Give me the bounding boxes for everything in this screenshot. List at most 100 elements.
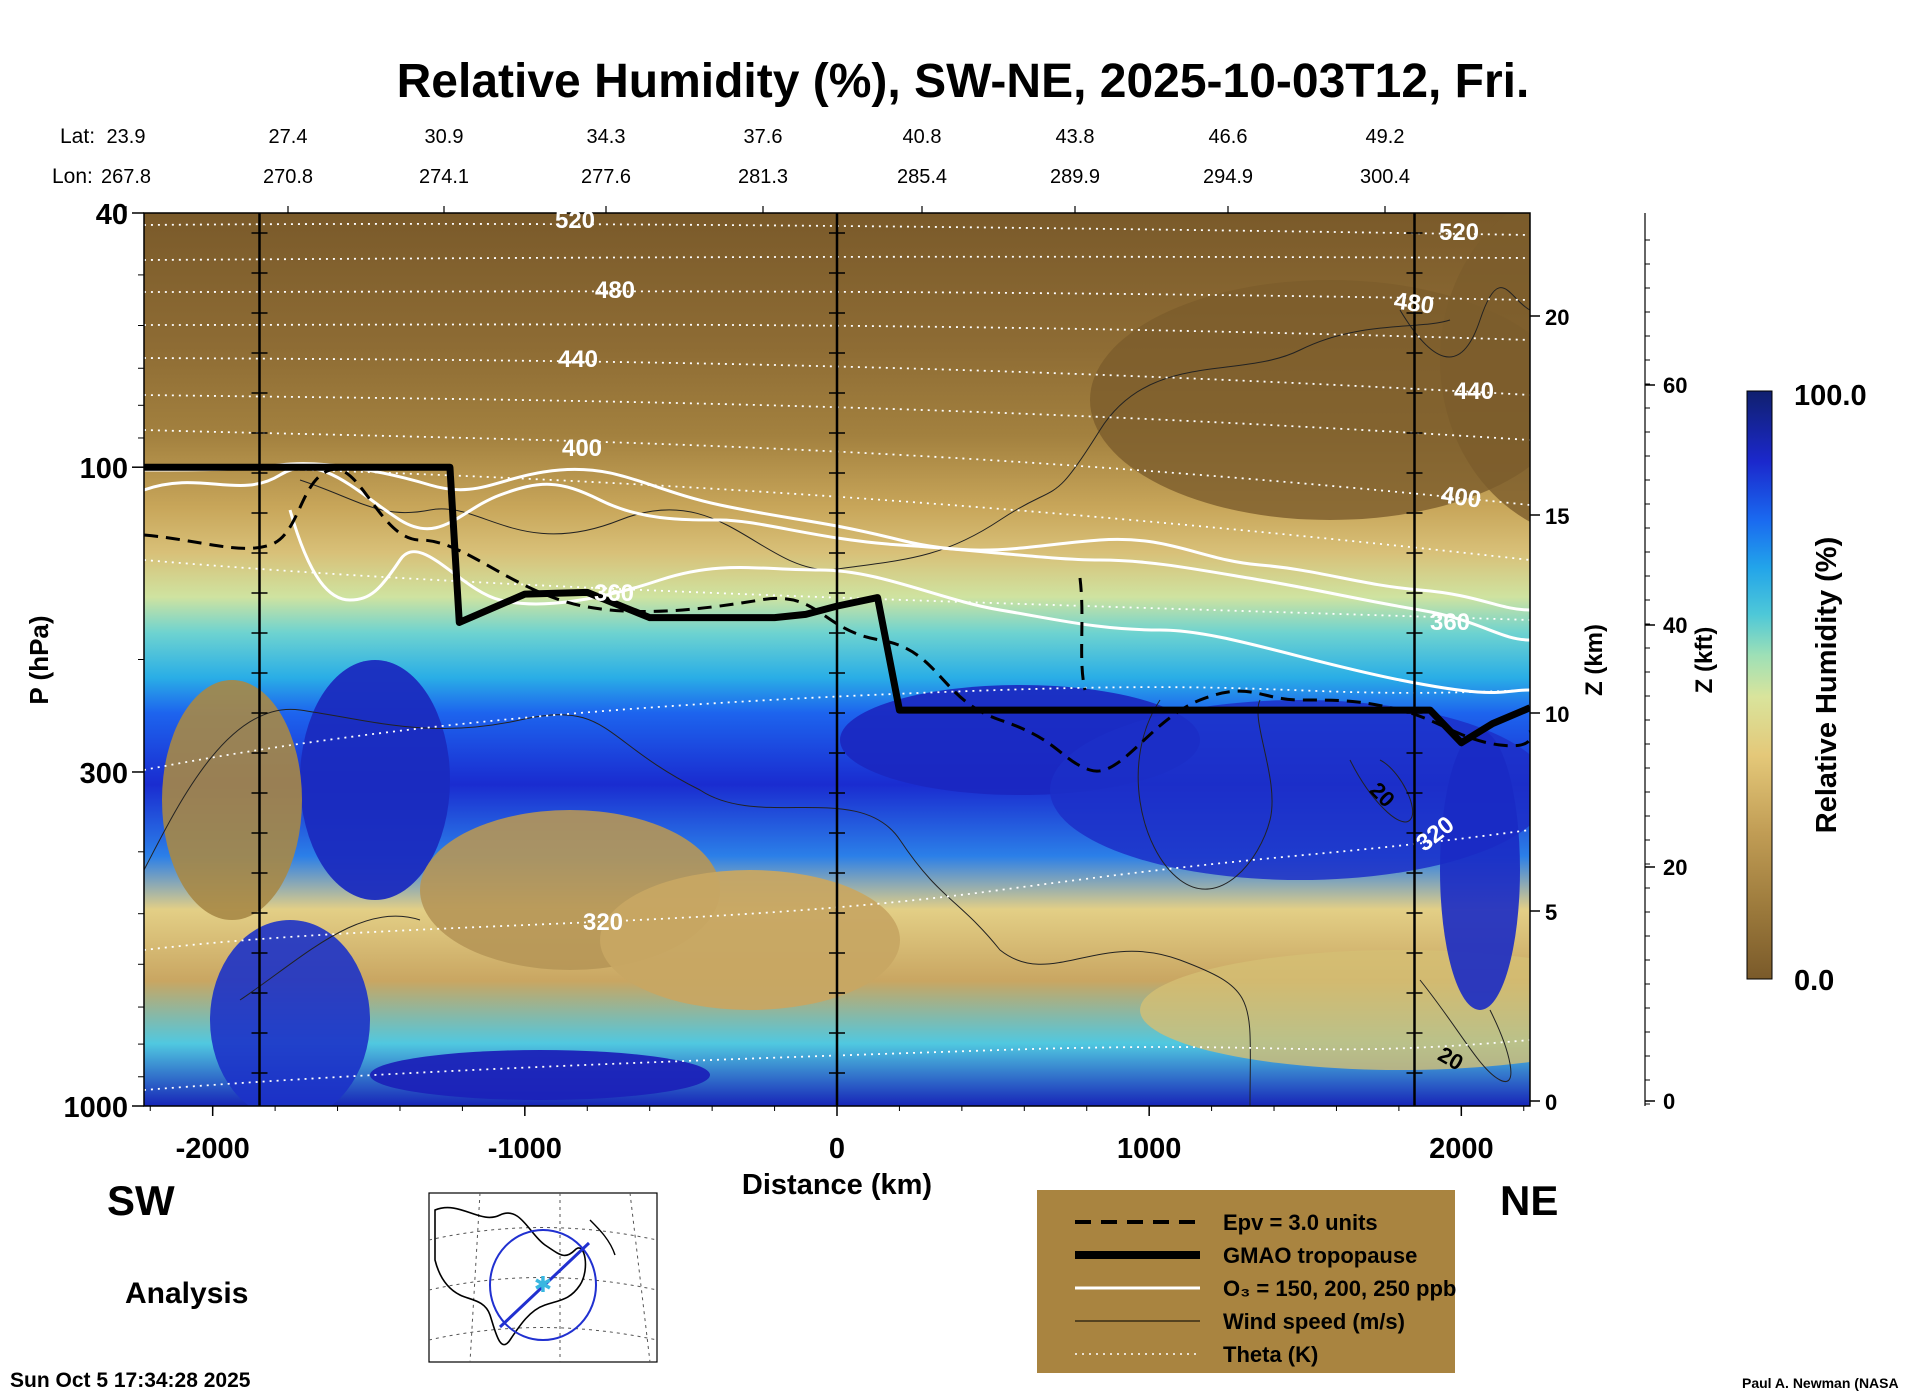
z-km-tick-label: 5: [1545, 900, 1557, 925]
z-kft-tick-label: 20: [1663, 855, 1687, 880]
theta-380: [144, 464, 1530, 561]
moist-column-2: [210, 920, 370, 1106]
lon-value: 277.6: [581, 166, 631, 188]
lon-value: 270.8: [263, 166, 313, 188]
z-km-tick-label: 15: [1545, 504, 1569, 529]
theta-label: 360: [594, 580, 634, 607]
theta-label: 320: [583, 909, 623, 936]
z-kft-tick-label: 40: [1663, 613, 1687, 638]
lat-value: 43.8: [1056, 126, 1095, 148]
inset-graticule: [428, 1192, 658, 1363]
x-tick-label: 1000: [1117, 1133, 1182, 1165]
x-axis-label: Distance (km): [742, 1169, 932, 1201]
theta-label: 520: [1439, 219, 1479, 246]
legend-label: Epv = 3.0 units: [1223, 1210, 1378, 1235]
moist-column-1: [300, 660, 450, 900]
reference-lines: [125, 206, 1423, 1106]
lat-value: 23.9: [107, 126, 146, 148]
plot-field: [144, 213, 1530, 1106]
inset-section-line: [498, 1241, 591, 1329]
z-kft-tick-label: 60: [1663, 373, 1687, 398]
theta-label: 520: [555, 207, 595, 234]
sw-direction: SW: [107, 1177, 175, 1224]
wind-contour-2: [239, 915, 421, 1001]
colorbar-label: Relative Humidity (%): [1811, 537, 1843, 834]
wind-contour-1: [144, 708, 1251, 1106]
wind-contour-7: [1419, 979, 1512, 1083]
wind-contour-3: [299, 319, 1451, 571]
moist-column-ne: [1440, 730, 1520, 1010]
lat-value: 37.6: [744, 126, 783, 148]
y-axis-label: P (hPa): [24, 615, 54, 704]
legend-label: Wind speed (m/s): [1223, 1309, 1405, 1334]
y-tick-label: 100: [80, 453, 128, 485]
wind-contour-4: [1399, 287, 1530, 358]
theta-label: 400: [1439, 481, 1482, 513]
y-tick-label: 40: [96, 199, 128, 231]
analysis-label: Analysis: [125, 1277, 248, 1310]
moist-band-right: [1050, 700, 1530, 880]
ozone-150: [144, 466, 1530, 642]
theta-label: 440: [1454, 378, 1494, 405]
theta-label: 480: [595, 277, 635, 304]
gmao-tropopause: [144, 463, 1530, 747]
lat-value: 34.3: [587, 126, 626, 148]
colorbar: 100.0 0.0 Relative Humidity (%): [1746, 380, 1867, 997]
theta-contours: [144, 222, 1530, 1091]
lon-value: 281.3: [738, 166, 788, 188]
lon-label: Lon:: [52, 165, 93, 188]
colorbar-max: 100.0: [1794, 380, 1867, 412]
ne-direction: NE: [1500, 1177, 1558, 1224]
inset-map: ✱: [428, 1192, 658, 1363]
y-tick-label: 1000: [63, 1092, 128, 1124]
wind-contour-6: [1349, 759, 1414, 823]
lat-label: Lat:: [60, 125, 95, 148]
theta-label: 360: [1430, 609, 1470, 636]
x-tick-label: 2000: [1429, 1133, 1494, 1165]
z-km-tick-label: 10: [1545, 702, 1569, 727]
dry-region-upper: [1090, 280, 1530, 520]
legend: Epv = 3.0 units GMAO tropopause O₃ = 150, …: [1037, 1190, 1456, 1373]
lon-value: 300.4: [1360, 166, 1410, 188]
lon-value: 285.4: [897, 166, 947, 188]
y-tick-label: 300: [80, 758, 128, 790]
theta-label: 480: [1392, 287, 1435, 319]
lon-value: 267.8: [101, 166, 151, 188]
z-km-tick-label: 0: [1545, 1090, 1557, 1115]
x-tick-label: -2000: [176, 1133, 250, 1165]
theta-300: [144, 1039, 1530, 1091]
x-tick-label: 0: [829, 1133, 845, 1165]
chart-title: Relative Humidity (%), SW-NE, 2025-10-03…: [397, 55, 1530, 108]
wind-contour-5: [1137, 699, 1273, 890]
colorbar-min: 0.0: [1794, 965, 1834, 997]
theta-400: [144, 429, 1530, 506]
x-axis: -2000 -1000 0 1000 2000: [149, 1106, 1525, 1165]
epv-contour: [144, 467, 1530, 773]
z-km-tick-label: 20: [1545, 305, 1569, 330]
lat-value: 30.9: [425, 126, 464, 148]
legend-items: Epv = 3.0 units GMAO tropopause O₃ = 150, …: [1075, 1210, 1456, 1367]
z-kft-axis: 60 40 20 0: [1644, 213, 1687, 1114]
z-kft-tick-label: 0: [1663, 1089, 1675, 1114]
lat-value: 27.4: [269, 126, 308, 148]
inset-coastline: [434, 1206, 587, 1346]
theta-320: [144, 829, 1530, 951]
theta-label: 440: [558, 346, 598, 373]
dry-region-sw: [162, 680, 302, 920]
inset-center-icon: ✱: [534, 1272, 552, 1297]
moist-surface-layer: [370, 1050, 710, 1100]
z-km-label: Z (km): [1581, 624, 1608, 696]
legend-label: O₃ = 150, 200, 250 ppb: [1223, 1276, 1456, 1301]
dry-region-low-ne: [1140, 950, 1530, 1070]
lat-value: 40.8: [903, 126, 942, 148]
dry-region-mid: [600, 870, 900, 1010]
z-km-axis: 20 15 10 5 0: [1530, 305, 1569, 1115]
y-axis: 40 100 300 1000: [63, 199, 144, 1124]
lon-value: 289.9: [1050, 166, 1100, 188]
z-kft-label: Z (kft): [1691, 627, 1718, 694]
theta-label: 400: [562, 435, 602, 462]
lat-value: 46.6: [1209, 126, 1248, 148]
timestamp: Sun Oct 5 17:34:28 2025: [10, 1369, 251, 1392]
